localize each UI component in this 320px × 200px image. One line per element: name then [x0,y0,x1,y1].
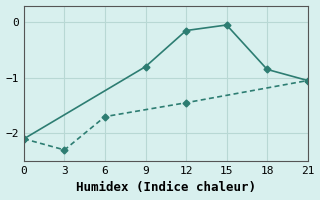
X-axis label: Humidex (Indice chaleur): Humidex (Indice chaleur) [76,181,256,194]
